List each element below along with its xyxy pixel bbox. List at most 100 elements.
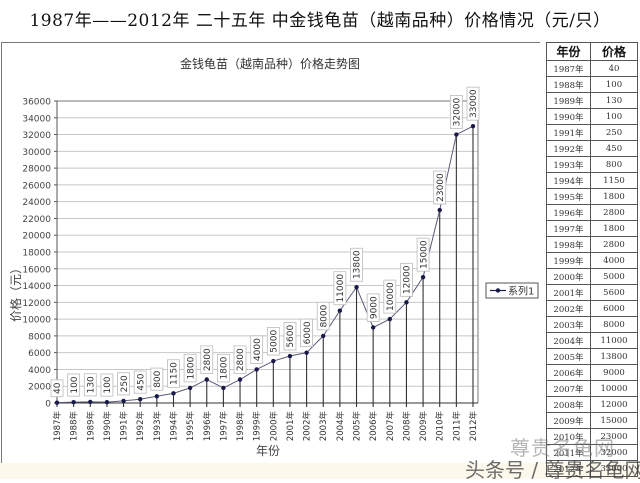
data-label: 10000 — [383, 279, 397, 314]
cell-year: 2003年 — [546, 316, 591, 333]
x-tick-label: 2011年 — [451, 411, 462, 442]
svg-text:11000: 11000 — [336, 274, 346, 303]
svg-text:800: 800 — [153, 370, 163, 387]
data-point — [204, 377, 209, 382]
x-tick-label: 2006年 — [368, 411, 379, 442]
table-row: 1992年 450 — [546, 140, 638, 157]
y-tick-label: 16000 — [22, 265, 51, 275]
table-row: 1995年 1800 — [546, 188, 638, 205]
data-point — [287, 353, 293, 359]
x-tick-label: 1999年 — [252, 411, 263, 442]
data-label: 4000 — [250, 335, 264, 364]
svg-text:4000: 4000 — [253, 338, 263, 361]
x-tick-label: 2005年 — [352, 411, 363, 442]
data-label: 32000 — [449, 95, 463, 129]
data-point — [470, 123, 476, 129]
legend[interactable]: 系列1 — [485, 282, 539, 299]
data-label: 1800 — [216, 353, 230, 383]
table-row: 1988年 100 — [546, 76, 638, 93]
cell-price: 100 — [590, 108, 638, 125]
x-tick-label: 2002年 — [302, 411, 313, 442]
cell-year: 2002年 — [546, 300, 591, 317]
y-tick-label: 20000 — [22, 232, 51, 242]
data-label: 8000 — [316, 301, 330, 331]
data-point — [254, 367, 259, 372]
svg-text:250: 250 — [120, 375, 130, 392]
data-point — [387, 316, 392, 322]
cell-price: 9000 — [590, 364, 638, 381]
header-price: 价格 — [590, 42, 638, 61]
y-tick-label: 34000 — [22, 114, 51, 124]
y-tick-label: 0 — [45, 400, 51, 410]
table-header-row: 年份 价格 — [546, 42, 638, 61]
cell-price: 2800 — [590, 204, 638, 221]
cell-price: 800 — [590, 156, 638, 173]
y-axis-label: 价格（元） — [8, 262, 23, 322]
data-point — [321, 333, 326, 339]
data-label: 450 — [133, 370, 147, 394]
y-tick-label: 26000 — [22, 181, 51, 191]
cell-price: 33000 — [590, 460, 638, 477]
data-label: 100 — [67, 373, 81, 397]
table-row: 2005年 13800 — [546, 348, 638, 365]
table-row: 1996年 2800 — [546, 204, 638, 221]
y-tick-label: 6000 — [28, 349, 51, 359]
cell-year: 1990年 — [546, 108, 591, 125]
bottom-background — [0, 462, 640, 479]
x-tick-label: 1993年 — [152, 411, 163, 442]
svg-text:13800: 13800 — [353, 250, 363, 279]
data-point — [337, 308, 343, 313]
svg-text:9000: 9000 — [369, 296, 379, 319]
cell-year: 1995年 — [546, 188, 591, 205]
x-tick-label: 1996年 — [202, 411, 213, 442]
data-point — [88, 399, 93, 405]
x-tick-label: 1989年 — [85, 411, 96, 442]
y-tick-label: 30000 — [22, 148, 51, 158]
data-label: 130 — [83, 373, 97, 397]
data-point — [304, 350, 309, 355]
data-point — [271, 358, 276, 364]
data-label: 1800 — [183, 353, 197, 383]
y-tick-label: 32000 — [22, 131, 51, 141]
data-label: 6000 — [300, 318, 314, 348]
y-tick-label: 22000 — [22, 215, 51, 225]
x-tick-label: 1987年 — [52, 411, 63, 442]
table-row: 2002年 6000 — [546, 300, 638, 317]
table-row: 1989年 130 — [546, 92, 638, 109]
data-labels: 40 100 130 100 250 450 800 1150 1800 2800 1800 2800… — [50, 86, 480, 398]
cell-price: 40 — [590, 60, 638, 77]
table-row: 1997年 1800 — [546, 220, 638, 237]
table-row: 2004年 11000 — [546, 332, 638, 349]
data-label: 9000 — [366, 293, 380, 322]
svg-text:10000: 10000 — [386, 282, 396, 311]
cell-price: 1800 — [590, 220, 638, 237]
data-label: 1150 — [167, 359, 180, 388]
data-point — [138, 397, 143, 402]
cell-price: 6000 — [590, 300, 638, 317]
y-tick-label: 18000 — [22, 249, 51, 259]
svg-text:23000: 23000 — [436, 173, 446, 202]
cell-year: 2007年 — [546, 380, 591, 397]
data-point — [237, 377, 243, 382]
data-label: 15000 — [416, 237, 430, 272]
data-label: 33000 — [466, 86, 480, 121]
data-label: 12000 — [400, 262, 413, 297]
table-row: 1994年 1150 — [546, 172, 638, 189]
watermark-logo-text: 尊贵名龟网 — [510, 436, 615, 460]
cell-year: 2001年 — [546, 284, 591, 301]
y-tick-label: 2000 — [28, 383, 51, 393]
cell-year: 2008年 — [546, 396, 591, 413]
svg-text:1800: 1800 — [220, 356, 230, 379]
x-tick-label: 1991年 — [119, 411, 130, 442]
y-tick-label: 10000 — [22, 316, 51, 326]
x-tick-label: 1994年 — [168, 411, 179, 442]
table-row: 2008年 12000 — [546, 396, 638, 413]
data-point — [437, 207, 442, 213]
x-tick-label: 1995年 — [185, 411, 196, 442]
svg-text:40: 40 — [53, 382, 63, 394]
cell-year: 1998年 — [546, 236, 591, 253]
cell-year: 2012年 — [546, 460, 591, 477]
cell-price: 1150 — [590, 172, 638, 189]
table-row: 2000年 5000 — [546, 268, 638, 285]
svg-text:100: 100 — [103, 376, 113, 393]
